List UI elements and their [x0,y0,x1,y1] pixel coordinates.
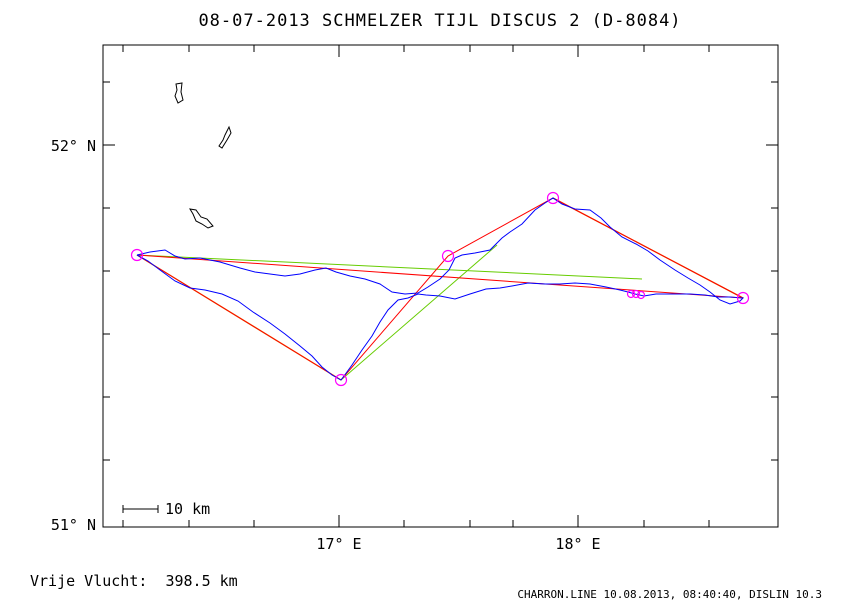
turnpoint-2 [441,249,455,263]
scale-bar [122,505,159,513]
lake-shape-1 [174,82,184,104]
turnpoint-3 [546,191,560,205]
alt-route [136,244,643,381]
turnpoint-marker-c [636,290,646,300]
declared-route [136,197,744,381]
turnpoints [130,191,750,387]
lat-label-52: 52° N [51,137,96,155]
software-credit: CHARRON.LINE 10.08.2013, 08:40:40, DISLI… [517,588,822,601]
plot-frame [102,44,779,528]
turnpoint-marker-b [631,289,641,299]
scale-bar-label: 10 km [165,500,210,518]
lat-label-51: 51° N [51,516,96,534]
turnpoint-marker-a [626,289,636,299]
axis-ticks [103,45,778,527]
lon-label-17: 17° E [316,535,361,553]
lake-shapes [174,82,232,229]
lake-shape-3 [189,208,214,229]
lon-label-18: 18° E [555,535,600,553]
turnpoint-finish [736,291,750,305]
turnpoint-start [130,248,144,262]
flight-track [136,197,745,381]
free-flight-distance: Vrije Vlucht: 398.5 km [30,572,238,590]
lake-shape-2 [218,125,232,149]
optimized-route [136,197,744,381]
map-title: 08-07-2013 SCHMELZER TIJL DISCUS 2 (D-80… [198,11,681,31]
turnpoint-1 [334,373,348,387]
